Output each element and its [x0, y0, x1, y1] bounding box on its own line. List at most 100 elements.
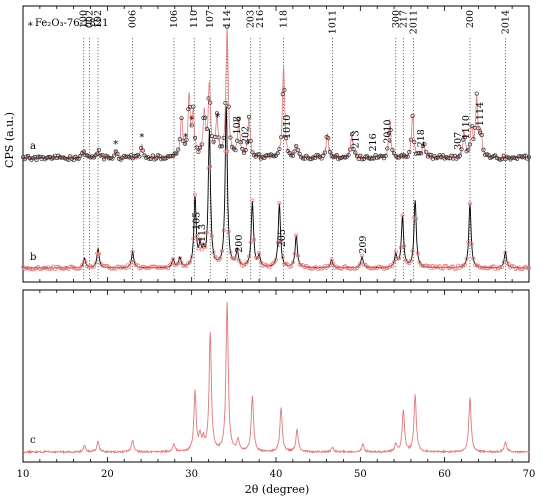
series-b-point	[127, 264, 132, 269]
series-a-point	[238, 140, 243, 145]
series-b-point	[81, 260, 86, 265]
series-a-point	[228, 135, 233, 140]
series-a-point	[386, 131, 392, 136]
series-a-point	[275, 151, 280, 156]
series-b-point	[253, 255, 258, 260]
series-b-point	[223, 149, 228, 154]
series-b-point	[58, 266, 63, 271]
series-a-point	[137, 154, 142, 159]
series-b-point	[503, 250, 508, 255]
series-a-point	[248, 138, 253, 143]
series-b-point	[194, 234, 199, 239]
peak-label: 1010	[282, 115, 293, 139]
series-a-point	[294, 143, 299, 149]
series-b-point	[166, 266, 171, 271]
series-b-point	[405, 260, 410, 265]
reference-label: 006	[128, 10, 139, 28]
series-a-point	[280, 92, 285, 97]
series-b-point	[469, 242, 474, 247]
series-b-point	[498, 265, 503, 270]
series-b-point	[120, 265, 125, 270]
series-b-point	[37, 266, 42, 271]
series-a-point	[204, 126, 209, 132]
series-b-point	[112, 266, 117, 271]
reference-label: 002	[85, 10, 96, 28]
reference-label: 102	[93, 10, 104, 28]
series-a-point	[245, 140, 250, 145]
peak-label: 202	[241, 126, 252, 144]
reference-label: 203	[246, 10, 257, 28]
series-a-point	[385, 146, 390, 151]
series-b-point	[189, 254, 194, 259]
series-a-point	[521, 153, 526, 158]
series-a-point	[78, 153, 83, 159]
series-b-point	[489, 264, 494, 269]
series-b-point	[145, 265, 150, 270]
series-a-point	[257, 152, 262, 157]
series-b-point	[344, 265, 349, 270]
series-b-point	[290, 260, 295, 265]
x-tick-label: 30	[185, 469, 198, 480]
series-b-point	[177, 256, 182, 261]
series-b-point	[130, 249, 135, 254]
series-a-point	[226, 104, 231, 109]
series-b-point	[279, 238, 284, 243]
series-b-point	[152, 264, 157, 269]
series-a-point	[150, 153, 155, 158]
series-a-point	[300, 156, 306, 161]
series-b-point	[209, 234, 214, 239]
series-b-point	[464, 256, 469, 261]
series-b-point	[258, 260, 263, 265]
series-b-point	[171, 257, 176, 262]
reference-label: 110	[189, 10, 200, 28]
series-b-point	[299, 263, 304, 268]
series-label-b: b	[30, 252, 36, 263]
series-b-point	[309, 266, 314, 271]
series-b-point	[90, 264, 95, 269]
series-a-point	[289, 153, 294, 158]
series-b-point	[525, 266, 530, 270]
reference-label: 2011	[408, 10, 419, 34]
series-a-point	[459, 147, 464, 152]
series-b-point	[91, 264, 96, 269]
series-a-point	[95, 151, 100, 156]
series-b-point	[361, 262, 366, 267]
series-a-point	[474, 91, 479, 96]
series-a-point	[326, 136, 331, 141]
series-a-point	[198, 145, 203, 150]
x-tick-label: 70	[523, 469, 536, 480]
series-b-point	[250, 198, 255, 203]
series-a-point	[46, 155, 51, 160]
reference-label: 118	[279, 10, 290, 28]
series-b-point	[134, 263, 138, 268]
series-a-point	[388, 127, 393, 133]
series-b-point	[331, 261, 336, 266]
series-b-point	[93, 260, 98, 265]
series-b-point	[76, 266, 81, 271]
series-a-point	[479, 133, 484, 138]
peak-label: 200	[234, 235, 245, 253]
series-a-point	[115, 151, 120, 156]
series-a-point	[34, 157, 39, 162]
series-b-point	[518, 267, 523, 272]
series-a-point	[290, 153, 295, 158]
series-a-point	[201, 115, 206, 121]
series-b-point	[471, 256, 476, 261]
series-b-point	[295, 253, 300, 258]
series-b-point	[193, 192, 197, 197]
series-a-point	[405, 154, 410, 159]
series-a-point	[417, 150, 422, 156]
series-a-point	[96, 148, 101, 153]
series-b-point	[410, 249, 415, 254]
reference-label: 107	[205, 10, 216, 28]
series-a-point	[349, 132, 354, 137]
series-a-point	[147, 156, 152, 162]
series-label-c: c	[30, 435, 36, 446]
series-b-point	[272, 260, 277, 265]
series-a-point	[334, 153, 339, 158]
series-b-point	[329, 257, 334, 262]
series-b-point	[328, 263, 332, 268]
series-b-point	[336, 265, 341, 270]
reference-label: 217	[398, 10, 409, 28]
series-a-point	[346, 152, 351, 157]
